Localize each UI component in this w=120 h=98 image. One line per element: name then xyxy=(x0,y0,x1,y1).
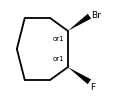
Polygon shape xyxy=(68,67,91,84)
Text: Br: Br xyxy=(91,11,101,20)
Text: or1: or1 xyxy=(53,56,64,62)
Text: or1: or1 xyxy=(53,36,64,42)
Polygon shape xyxy=(68,14,91,31)
Text: F: F xyxy=(90,83,96,92)
